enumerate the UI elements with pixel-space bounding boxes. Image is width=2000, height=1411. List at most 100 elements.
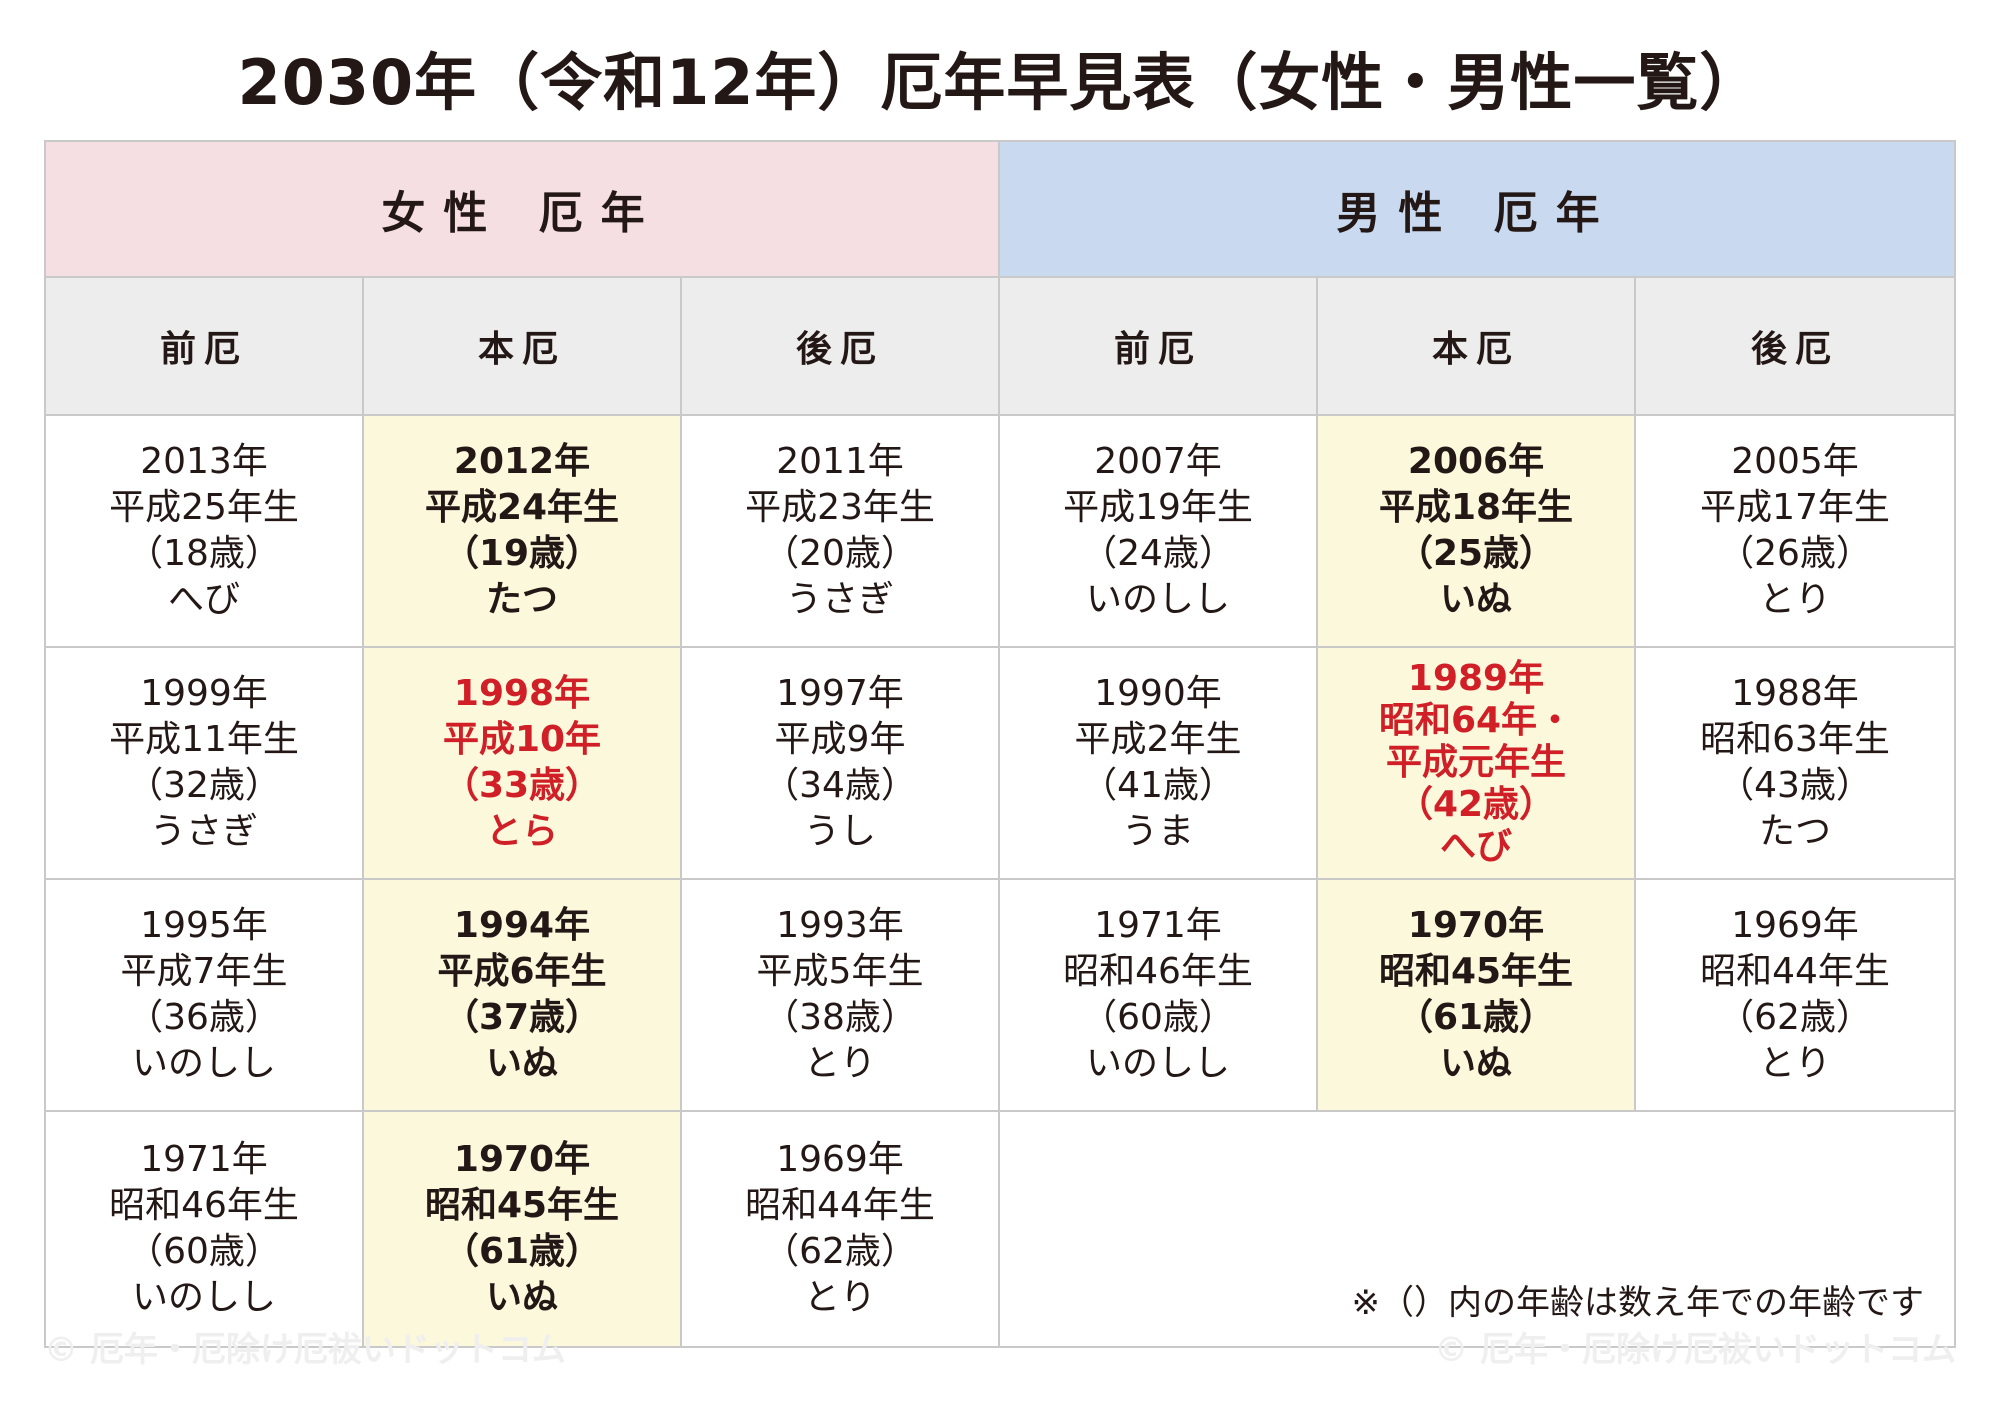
cell-era: 平成25年生	[109, 487, 299, 528]
cell-era: 平成18年生	[1378, 487, 1574, 528]
cell-era: 平成17年生	[1700, 487, 1890, 528]
cell-era: 平成19年生	[1063, 487, 1253, 528]
table-cell-honyaku: 1970年 昭和45年生 （61歳） いぬ	[364, 1112, 682, 1346]
cell-year: 1988年	[1731, 673, 1859, 714]
cell-year: 1997年	[776, 673, 904, 714]
watermark-right: © 厄年・厄除け厄祓いドットコム	[1434, 1330, 1956, 1370]
cell-year: 1995年	[140, 905, 268, 946]
cell-year: 1990年	[1094, 673, 1222, 714]
empty-area: ※（）内の年齢は数え年での年齢です	[1000, 1112, 1954, 1346]
cell-age: （60歳）	[127, 1231, 281, 1272]
cell-era-secondary: 平成元年生	[1385, 742, 1566, 783]
table-cell: 1969年 昭和44年生 （62歳） とり	[682, 1112, 1000, 1346]
cell-age: （32歳）	[127, 765, 281, 806]
cell-era: 平成9年	[774, 719, 906, 760]
cell-era: 昭和45年生	[424, 1185, 620, 1226]
cell-era: 昭和63年生	[1700, 719, 1890, 760]
sub-header-male-atoyaku: 後厄	[1636, 278, 1954, 416]
cell-era: 平成11年生	[109, 719, 299, 760]
table-cell: 1988年 昭和63年生 （43歳） たつ	[1636, 648, 1954, 880]
cell-year: 1971年	[140, 1139, 268, 1180]
cell-age: （19歳）	[442, 533, 602, 574]
sub-header-male-maeyaku: 前厄	[1000, 278, 1318, 416]
cell-zodiac: いのしし	[1085, 579, 1230, 620]
cell-year: 1969年	[776, 1139, 904, 1180]
table-cell-honyaku: 2006年 平成18年生 （25歳） いぬ	[1318, 416, 1636, 648]
cell-age: （18歳）	[127, 533, 281, 574]
cell-year: 1971年	[1094, 905, 1222, 946]
cell-zodiac: いぬ	[1439, 579, 1512, 620]
cell-zodiac: うま	[1121, 811, 1194, 852]
cell-zodiac: とり	[1758, 579, 1831, 620]
table-cell-honyaku: 2012年 平成24年生 （19歳） たつ	[364, 416, 682, 648]
cell-year: 2005年	[1731, 441, 1859, 482]
cell-era: 平成6年生	[437, 951, 607, 992]
cell-era: 平成2年生	[1074, 719, 1242, 760]
cell-era: 平成10年	[442, 719, 602, 760]
page-title: 2030年（令和12年）厄年早見表（女性・男性一覧）	[237, 46, 1763, 119]
cell-zodiac: とり	[1758, 1043, 1831, 1084]
cell-age: （60歳）	[1081, 997, 1235, 1038]
cell-age: （62歳）	[763, 1231, 917, 1272]
cell-era: 平成23年生	[745, 487, 935, 528]
table-cell: 1997年 平成9年 （34歳） うし	[682, 648, 1000, 880]
cell-era: 平成7年生	[120, 951, 288, 992]
age-note: ※（）内の年齢は数え年での年齢です	[1351, 1283, 1925, 1323]
table-cell: 1971年 昭和46年生 （60歳） いのしし	[1000, 880, 1318, 1112]
cell-age: （41歳）	[1081, 765, 1235, 806]
cell-year: 1998年	[453, 673, 591, 714]
cell-year: 1969年	[1731, 905, 1859, 946]
table-cell: 1993年 平成5年生 （38歳） とり	[682, 880, 1000, 1112]
cell-year: 1994年	[453, 905, 591, 946]
cell-zodiac: いのしし	[1085, 1043, 1230, 1084]
cell-zodiac: いぬ	[485, 1277, 558, 1318]
yakudoshi-table: 女性 厄年 男性 厄年 前厄 本厄 後厄 前厄 本厄 後厄 2013年 平成25…	[44, 140, 1956, 1348]
table-cell: 2007年 平成19年生 （24歳） いのしし	[1000, 416, 1318, 648]
cell-era: 昭和46年生	[109, 1185, 299, 1226]
table-cell: 1999年 平成11年生 （32歳） うさぎ	[46, 648, 364, 880]
cell-era: 昭和44年生	[745, 1185, 935, 1226]
cell-age: （25歳）	[1396, 533, 1556, 574]
cell-age: （43歳）	[1718, 765, 1872, 806]
cell-zodiac: とり	[803, 1043, 876, 1084]
cell-era: 平成24年生	[424, 487, 620, 528]
cell-age: （42歳）	[1396, 784, 1556, 825]
cell-age: （38歳）	[763, 997, 917, 1038]
male-group-header: 男性 厄年	[1000, 142, 1954, 278]
cell-zodiac: いのしし	[131, 1043, 276, 1084]
cell-age: （26歳）	[1718, 533, 1872, 574]
sub-header-female-maeyaku: 前厄	[46, 278, 364, 416]
table-cell: 1990年 平成2年生 （41歳） うま	[1000, 648, 1318, 880]
table-cell-honyaku: 1970年 昭和45年生 （61歳） いぬ	[1318, 880, 1636, 1112]
cell-year: 2012年	[453, 441, 591, 482]
cell-age: （61歳）	[1396, 997, 1556, 1038]
cell-age: （24歳）	[1081, 533, 1235, 574]
cell-era: 昭和45年生	[1378, 951, 1574, 992]
cell-year: 1970年	[1407, 905, 1545, 946]
sub-header-female-atoyaku: 後厄	[682, 278, 1000, 416]
table-cell: 1969年 昭和44年生 （62歳） とり	[1636, 880, 1954, 1112]
cell-zodiac: いぬ	[485, 1043, 558, 1084]
table-cell: 2005年 平成17年生 （26歳） とり	[1636, 416, 1954, 648]
cell-zodiac: たつ	[485, 579, 558, 620]
cell-year: 2007年	[1094, 441, 1222, 482]
cell-era: 昭和64年・	[1378, 700, 1574, 741]
cell-year: 1999年	[140, 673, 268, 714]
cell-age: （61歳）	[442, 1231, 602, 1272]
table-cell-taiyaku: 1998年 平成10年 （33歳） とら	[364, 648, 682, 880]
cell-age: （20歳）	[763, 533, 917, 574]
sub-header-female-honyaku: 本厄	[364, 278, 682, 416]
cell-age: （37歳）	[442, 997, 602, 1038]
cell-year: 1989年	[1407, 658, 1545, 699]
cell-zodiac: へび	[167, 579, 240, 620]
table-cell: 1971年 昭和46年生 （60歳） いのしし	[46, 1112, 364, 1346]
cell-zodiac: いのしし	[131, 1277, 276, 1318]
cell-era: 平成5年生	[756, 951, 924, 992]
sub-header-male-honyaku: 本厄	[1318, 278, 1636, 416]
cell-zodiac: たつ	[1758, 811, 1831, 852]
table-cell-honyaku: 1994年 平成6年生 （37歳） いぬ	[364, 880, 682, 1112]
cell-zodiac: うさぎ	[149, 811, 258, 852]
cell-age: （62歳）	[1718, 997, 1872, 1038]
cell-era: 昭和46年生	[1063, 951, 1253, 992]
cell-era: 昭和44年生	[1700, 951, 1890, 992]
